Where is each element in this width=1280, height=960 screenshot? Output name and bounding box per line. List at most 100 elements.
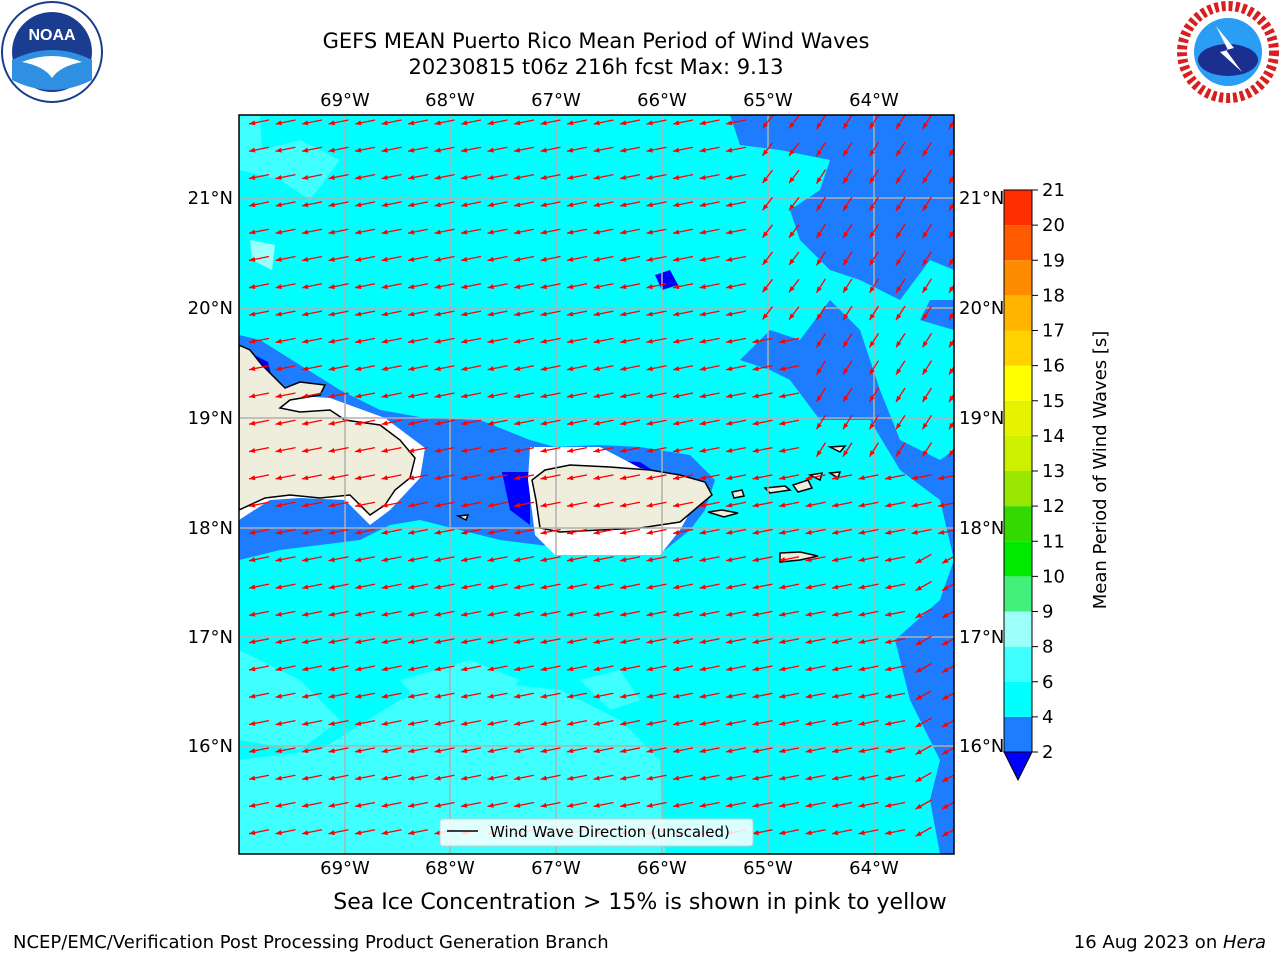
wind-arrow-head [302,256,309,262]
wind-arrow-head [514,639,521,644]
wind-arrow-head [699,557,706,563]
wind-arrow-head [275,475,282,481]
wind-arrow-head [540,502,547,508]
wind-arrow-head [699,338,706,344]
lon-label: 65°W [743,90,793,111]
wind-arrow-head [567,202,574,208]
wind-arrow-head [381,229,388,235]
wind-arrow-head [673,147,680,153]
wind-arrow-head [355,475,362,481]
wind-arrow-head [816,341,822,348]
wind-arrow-head [355,284,362,290]
wind-arrow-head [540,611,547,617]
colorbar-segment [1004,716,1032,752]
wind-arrow-head [699,447,706,453]
wind-arrow-head [885,720,892,726]
wind-arrow-head [249,366,256,371]
wind-arrow-head [487,775,494,781]
wind-arrow-head [355,120,362,126]
wind-arrow-head [915,721,922,728]
wind-arrow-head [779,366,786,371]
wind-arrow-head [461,147,468,153]
wind-arrow-head [779,502,786,508]
wind-arrow-head [896,313,902,321]
colorbar-segment [1004,611,1032,647]
wind-arrow-head [832,502,839,508]
wind-arrow-head [805,529,812,535]
wind-arrow-head [699,611,706,617]
wind-arrow-head [381,120,388,126]
wind-arrow-head [726,775,733,781]
wind-arrow-head [726,611,733,617]
wind-arrow-head [487,447,494,453]
wind-arrow-head [275,174,282,180]
wind-arrow-head [249,584,256,590]
wind-arrow-head [885,639,892,644]
colorbar-tick-label: 4 [1042,707,1053,728]
wind-arrow-head [514,557,521,563]
wind-arrow-head [779,666,786,672]
lon-label: 68°W [425,858,475,879]
wind-arrow-head [487,256,494,262]
wind-arrow-head [949,122,954,129]
wind-arrow-head [699,202,706,208]
wind-arrow-head [487,366,494,371]
wind-arrow-head [620,393,627,399]
wind-arrow-head [726,802,733,808]
wind-arrow-head [355,311,362,317]
colorbar-segment [1004,576,1032,612]
wind-arrow-head [249,420,256,426]
wind-arrow-head [540,393,547,399]
wind-arrow-head [922,149,928,157]
wind-arrow-head [646,202,653,208]
wind-arrow-head [355,748,362,754]
wind-arrow-head [869,341,875,348]
wind-arrow-head [275,147,282,153]
wind-arrow-head [911,475,918,481]
wind-arrow-head [275,830,282,836]
wind-arrow-head [461,502,468,508]
wind-arrow-head [540,420,547,426]
wind-arrow-head [752,529,759,535]
wind-arrow-head [249,475,256,481]
wind-arrow-head [434,802,441,808]
wind-arrow-head [896,395,902,402]
wind-arrow-head [593,720,600,726]
wind-arrow-head [646,611,653,617]
wind-arrow-head [915,694,922,700]
wind-arrow-head [487,748,494,754]
wind-arrow-head [646,256,653,262]
wind-arrow-head [249,611,256,617]
wind-arrow-head [461,311,468,317]
wind-arrow-head [673,338,680,344]
wind-arrow-head [567,393,574,399]
wind-arrow-head [922,286,928,293]
wind-arrow-head [381,393,388,399]
wind-arrow-head [942,612,949,618]
wind-arrow-head [593,256,600,262]
wind-arrow-head [752,693,759,699]
wind-arrow-head [699,748,706,754]
wind-arrow-head [328,557,335,563]
wind-arrow-head [434,775,441,781]
wind-arrow-head [381,775,388,781]
wind-arrow-head [381,611,388,617]
wind-arrow-head [762,286,769,293]
wind-arrow-head [789,258,795,265]
wind-arrow-head [434,611,441,617]
wind-arrow-head [843,231,849,239]
wind-arrow-head [567,256,574,262]
wind-arrow-head [843,122,849,129]
wind-arrow-head [915,640,922,646]
wind-arrow-head [646,174,653,180]
wind-arrow-head [302,311,309,317]
wind-arrow-head [302,475,309,481]
wind-arrow-head [922,313,928,321]
wind-arrow-head [434,174,441,180]
wind-arrow-head [885,666,892,672]
wind-arrow-head [915,612,922,618]
wind-arrow-head [434,338,441,344]
wind-arrow-head [302,639,309,644]
wind-arrow-head [514,666,521,672]
wind-arrow-head [381,748,388,754]
